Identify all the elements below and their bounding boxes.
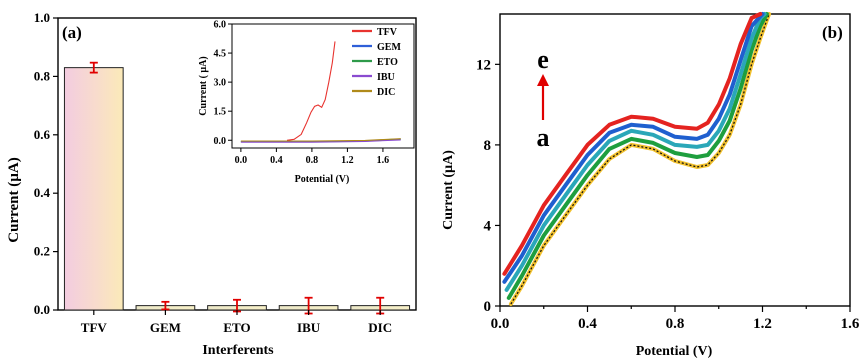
y-tick-label: 4 [484, 218, 492, 234]
panel-a-x-categories: TFV GEM ETO IBU DIC [81, 310, 392, 335]
x-category-label: GEM [150, 320, 181, 335]
y-tick-label: 0.0 [34, 302, 50, 317]
inset-x-tick-label: 0.4 [270, 155, 283, 166]
inset-y-ticks: 0.0 1.5 3.0 4.5 6.0 [214, 20, 232, 147]
y-tick-label: 1.0 [34, 10, 50, 25]
inset-x-tick-label: 0.0 [235, 155, 248, 166]
y-tick-label: 12 [476, 57, 491, 73]
inset-x-tick-label: 0.8 [306, 155, 319, 166]
x-tick-label: 0.0 [491, 316, 510, 332]
voltammogram-curve [502, 12, 765, 284]
inset-y-tick-label: 1.5 [214, 107, 227, 118]
panel-a-bars [63, 61, 411, 315]
legend-label-eto: ETO [377, 57, 398, 68]
inset-y-tick-label: 6.0 [214, 20, 227, 31]
x-tick-label: 0.4 [578, 316, 597, 332]
y-tick-label: 0.6 [34, 127, 51, 142]
x-tick-label: 0.8 [666, 316, 685, 332]
panel-a-y-axis-label: Current (µA) [6, 157, 22, 242]
arrow-label-e: e [537, 45, 549, 74]
trend-arrow-head [537, 74, 549, 86]
x-category-label: DIC [368, 320, 392, 335]
x-tick-label: 1.2 [753, 316, 772, 332]
x-tick-label: 1.6 [841, 316, 860, 332]
voltammogram-curve-marker [510, 13, 770, 305]
voltammogram-curve [508, 12, 772, 306]
inset-x-tick-label: 1.2 [341, 155, 354, 166]
inset-line-dic [240, 138, 401, 142]
panel-b-lines [502, 12, 772, 306]
panel-a-y-ticks: 0.0 0.2 0.4 0.6 0.8 1.0 [34, 10, 58, 317]
panel-b-x-axis-label: Potential (V) [636, 344, 713, 358]
inset-y-tick-label: 4.5 [214, 49, 227, 60]
y-tick-label: 0 [484, 299, 492, 315]
inset-chart: 0.0 1.5 3.0 4.5 6.0 0.0 0.4 0.8 1.2 1.6 TFV GEM ET… [198, 20, 415, 185]
voltammogram-curve [504, 12, 767, 292]
legend-label-gem: GEM [377, 42, 401, 53]
inset-x-axis-label: Potential (V) [295, 174, 350, 185]
legend-label-tfv: TFV [377, 27, 398, 38]
inset-legend: TFV GEM ETO IBU DIC [352, 27, 401, 98]
inset-x-ticks: 0.0 0.4 0.8 1.2 1.6 [235, 148, 390, 166]
voltammogram-curve [506, 12, 769, 300]
inset-frame [231, 23, 415, 149]
bar-tfv [63, 67, 124, 311]
inset-line-tfv [286, 41, 336, 141]
inset-y-tick-label: 0.0 [214, 136, 227, 147]
panel-a-x-axis-label: Interferents [202, 343, 274, 358]
x-category-label: IBU [297, 320, 321, 335]
inset-line-ibu [240, 139, 401, 143]
panel-b: (b) 0 4 8 12 0.0 0.4 0.8 1.2 1.6 Current (µA) P… [441, 12, 860, 358]
inset-y-tick-label: 3.0 [214, 78, 227, 89]
panel-b-y-ticks: 0 4 8 12 [476, 57, 500, 315]
y-tick-label: 0.2 [34, 244, 50, 259]
arrow-label-a: a [537, 123, 550, 152]
legend-label-dic: DIC [377, 87, 395, 98]
panel-b-label: (b) [822, 23, 843, 42]
panel-a: (a) 0.0 0.2 0.4 0.6 0.8 1.0 TFV GEM ETO IBU DIC C… [6, 10, 417, 358]
legend-label-ibu: IBU [377, 72, 395, 83]
x-category-label: ETO [223, 320, 250, 335]
y-tick-label: 8 [484, 138, 492, 154]
panel-b-x-ticks: 0.0 0.4 0.8 1.2 1.6 [491, 306, 860, 332]
y-tick-label: 0.8 [34, 68, 51, 83]
inset-lines [240, 41, 401, 143]
voltammogram-curve [502, 12, 763, 276]
y-tick-label: 0.4 [34, 185, 51, 200]
inset-y-axis-label: Current ( µA) [198, 56, 209, 115]
panel-b-y-axis-label: Current (µA) [441, 150, 456, 230]
panel-a-label: (a) [62, 23, 82, 42]
inset-x-tick-label: 1.6 [377, 155, 390, 166]
x-category-label: TFV [81, 320, 108, 335]
